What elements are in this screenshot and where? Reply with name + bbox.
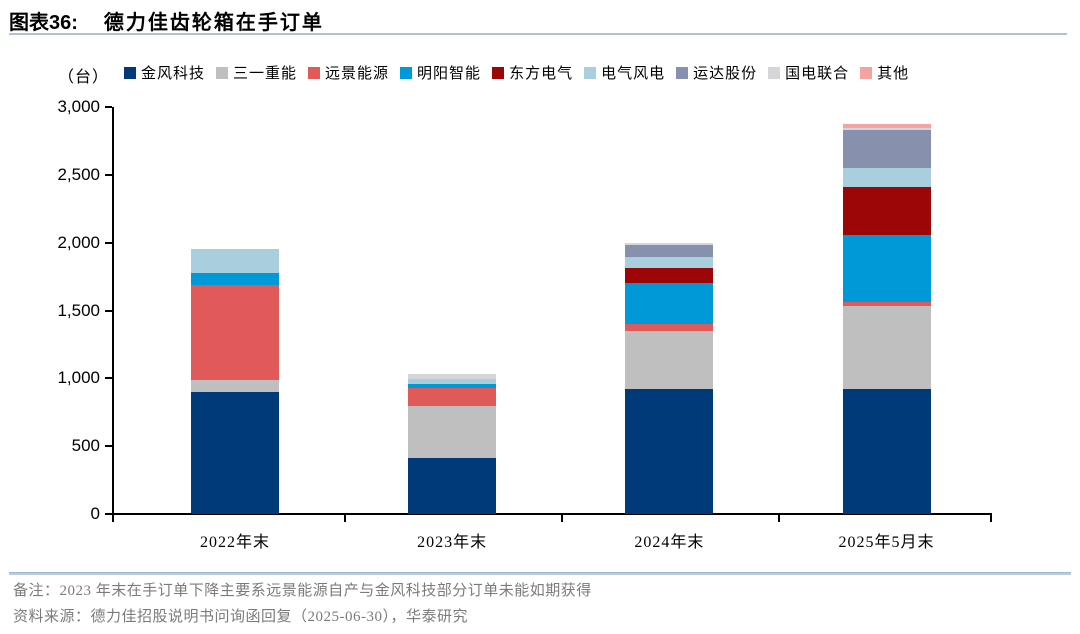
bar-segment-2022年末-远景能源 xyxy=(191,284,279,380)
bar-segment-2025年5月末-金风科技 xyxy=(842,389,931,514)
legend-swatch-icon xyxy=(492,66,505,79)
bar-segment-2025年5月末-明阳智能 xyxy=(842,234,931,303)
bar-segment-2024年末-东方电气 xyxy=(625,267,714,284)
page-title: 德力佳齿轮箱在手订单 xyxy=(103,12,324,34)
bar-segment-2025年5月末-三一重能 xyxy=(842,306,931,390)
legend-swatch-icon xyxy=(676,66,689,79)
figure-number-label: 图表36: xyxy=(9,12,78,34)
y-axis-line xyxy=(112,107,114,516)
y-axis-tick-label: 3,000 xyxy=(57,97,100,116)
legend-label: 东方电气 xyxy=(509,66,574,82)
y-axis-tick xyxy=(105,309,112,312)
legend-swatch-icon xyxy=(860,66,873,79)
legend-item-0: 金风科技 xyxy=(124,62,205,83)
legend-swatch-icon xyxy=(124,66,136,79)
y-axis-tick-label: 0 xyxy=(90,504,100,523)
bar-segment-2025年5月末-国电联合 xyxy=(842,128,931,131)
legend-label: 运达股份 xyxy=(693,66,758,82)
x-axis-category-label: 2025年5月末 xyxy=(838,534,935,551)
legend-item-1: 三一重能 xyxy=(216,62,297,83)
x-axis-tick xyxy=(560,515,563,522)
bar-segment-2025年5月末-其他 xyxy=(842,123,931,129)
y-axis-tick xyxy=(105,173,112,176)
x-axis-tick xyxy=(343,515,346,522)
bar-segment-2022年末-明阳智能 xyxy=(191,273,279,285)
bar-segment-2025年5月末-东方电气 xyxy=(842,187,931,235)
y-axis-tick-label: 1,500 xyxy=(57,300,100,320)
legend-label: 国电联合 xyxy=(785,66,850,82)
title-divider xyxy=(9,33,1067,35)
y-axis-tick-label: 2,000 xyxy=(57,232,100,252)
x-axis-tick xyxy=(777,515,780,522)
chart-source: 资料来源：德力佳招股说明书问询函回复（2025-06-30），华泰研究 xyxy=(13,609,468,625)
y-axis-tick xyxy=(105,106,112,108)
legend-item-6: 运达股份 xyxy=(676,62,757,83)
bar-segment-2025年5月末-远景能源 xyxy=(842,302,931,307)
bar-segment-2023年末-远景能源 xyxy=(408,387,497,407)
y-axis-tick-label: 500 xyxy=(71,436,100,456)
legend-swatch-icon xyxy=(400,66,413,79)
legend-item-2: 远景能源 xyxy=(308,62,389,83)
bar-segment-2023年末-金风科技 xyxy=(408,458,497,514)
legend-swatch-icon xyxy=(216,66,229,79)
y-axis-tick xyxy=(105,513,112,515)
legend-item-3: 明阳智能 xyxy=(400,62,481,83)
bar-segment-2024年末-运达股份 xyxy=(625,245,714,257)
legend-swatch-icon xyxy=(584,66,597,79)
bar-segment-2025年5月末-运达股份 xyxy=(842,130,931,169)
y-axis-unit-label: （台） xyxy=(58,69,110,86)
legend-label: 远景能源 xyxy=(325,66,390,82)
chart-note: 备注：2023 年末在手订单下降主要系远景能源自产与金风科技部分订单未能如期获得 xyxy=(13,583,592,599)
bar-segment-2022年末-金风科技 xyxy=(191,391,279,514)
bar-segment-2025年5月末-电气风电 xyxy=(842,168,931,188)
bar-segment-2022年末-电气风电 xyxy=(191,248,279,274)
legend-item-8: 其他 xyxy=(860,62,909,83)
bar-segment-2023年末-明阳智能 xyxy=(408,383,497,388)
y-axis-tick xyxy=(105,377,112,380)
x-axis-category-label: 2023年末 xyxy=(417,534,488,551)
legend-swatch-icon xyxy=(768,66,781,79)
bar-segment-2024年末-国电联合 xyxy=(625,242,714,246)
bar-segment-2024年末-三一重能 xyxy=(625,330,714,390)
x-axis-category-label: 2022年末 xyxy=(199,534,270,551)
legend-label: 其他 xyxy=(877,66,910,82)
y-axis-tick xyxy=(105,445,112,448)
y-axis-tick xyxy=(105,241,112,244)
bar-segment-2024年末-远景能源 xyxy=(625,324,714,331)
y-axis-tick-label: 2,500 xyxy=(57,164,100,184)
bar-segment-2022年末-三一重能 xyxy=(191,379,279,392)
bar-segment-2024年末-明阳智能 xyxy=(625,283,714,325)
x-axis-tick xyxy=(990,515,992,522)
legend-item-7: 国电联合 xyxy=(768,62,849,83)
x-axis-line xyxy=(112,513,992,515)
footer-divider xyxy=(9,572,1071,575)
x-axis-tick xyxy=(112,515,114,522)
legend-label: 明阳智能 xyxy=(417,66,482,82)
bar-segment-2023年末-电气风电 xyxy=(408,379,497,384)
legend-item-4: 东方电气 xyxy=(492,62,573,83)
bar-segment-2023年末-三一重能 xyxy=(408,406,497,459)
bar-segment-2024年末-电气风电 xyxy=(625,256,714,268)
legend-swatch-icon xyxy=(308,66,321,79)
x-axis-category-label: 2024年末 xyxy=(634,534,705,551)
y-axis-tick-label: 1,000 xyxy=(57,368,100,388)
bar-segment-2023年末-国电联合 xyxy=(408,374,497,379)
legend-label: 金风科技 xyxy=(141,66,206,82)
chart-legend: 金风科技 三一重能 远景能源 明阳智能 东方电气 电气风电 运达股份 国电联合 其他 xyxy=(124,62,1024,83)
legend-label: 电气风电 xyxy=(601,66,666,82)
legend-label: 三一重能 xyxy=(233,66,298,82)
legend-item-5: 电气风电 xyxy=(584,62,665,83)
bar-segment-2024年末-金风科技 xyxy=(625,389,714,514)
chart-header: 图表36: 德力佳齿轮箱在手订单 xyxy=(9,6,324,35)
